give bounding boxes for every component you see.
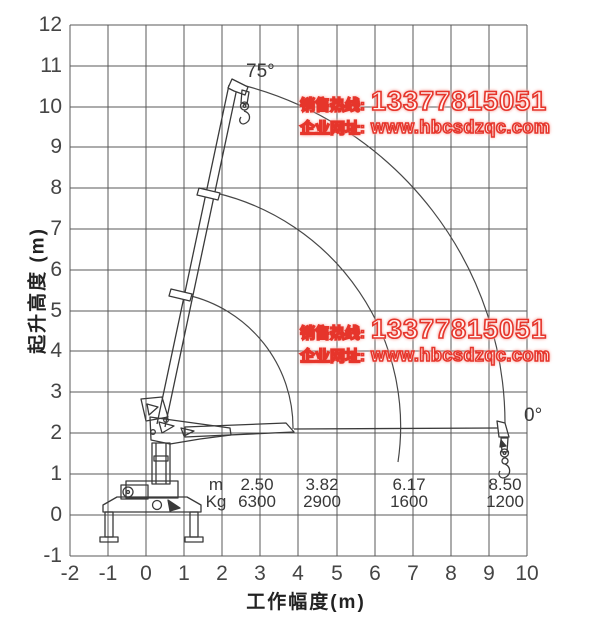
y-tick-label: 0 [50,503,62,526]
x-tick-label: 10 [515,562,539,585]
radius-value: 6.17 [392,475,426,494]
watermark-middle: 销售热线: 13377815051 企业网址: www.hbcsdzqc.com [299,313,551,366]
x-tick-label: 2 [216,562,228,585]
x-tick-label: -1 [98,562,118,585]
capacity-value: 1600 [390,492,428,511]
hook-upper [239,89,251,125]
pedestal-column [151,442,171,485]
y-tick-label: 5 [50,299,62,322]
y-tick-label: 7 [50,217,62,240]
x-tick-label: 9 [483,562,495,585]
hotline-label: 销售热线: [299,96,366,115]
y-tick-label: 11 [40,54,62,77]
capacity-value: 1200 [486,492,524,511]
radius-value: 3.82 [305,475,339,494]
boom-tip-arcs [186,85,506,463]
radius-value: 2.50 [240,475,274,494]
x-tick-label: 3 [254,562,266,585]
capacity-unit-label: Kg [205,492,227,511]
y-tick-label: 3 [50,380,62,403]
website-url: www.hbcsdzqc.com [370,116,551,138]
y-tick-label: 2 [50,421,62,444]
y-tick-label: 12 [38,13,62,36]
grid-lines [69,24,528,557]
boom-0deg [184,420,510,438]
y-tick-label: 4 [50,339,62,362]
arc-6.17m [215,192,402,463]
max-angle-label: 75° [246,61,275,82]
y-tick-label: 6 [50,258,62,281]
turret [140,396,232,445]
boom-75deg [156,78,249,428]
website-url: www.hbcsdzqc.com [370,344,551,366]
arc-8.50m [245,85,506,424]
watermark-top: 销售热线: 13377815051 企业网址: www.hbcsdzqc.com [299,85,551,138]
capacity-value: 2900 [303,492,341,511]
x-tick-label: 1 [178,562,190,585]
y-tick-label: -1 [43,544,62,567]
y-tick-label: 1 [50,462,62,485]
x-axis-title: 工作幅度(m) [246,592,366,613]
x-tick-label: -2 [60,562,80,585]
hook-lower [498,437,511,479]
outrigger-base [99,480,204,543]
arc-3.82m [186,294,294,430]
x-tick-label: 7 [407,562,419,585]
x-tick-label: 4 [292,562,304,585]
y-axis-title: 起升高度 (m) [27,227,49,354]
x-tick-label: 6 [369,562,381,585]
y-tick-label: 10 [38,95,62,118]
capacity-value: 6300 [238,492,276,511]
hotline-label: 销售热线: [299,324,366,343]
crane-drawing [99,78,511,543]
x-tick-label: 5 [331,562,343,585]
website-label: 企业网址: [299,119,366,138]
website-label: 企业网址: [299,347,366,366]
y-tick-label: 8 [50,176,62,199]
hotline-phone: 13377815051 [370,313,548,345]
y-tick-label: 9 [50,135,62,158]
x-tick-label: 8 [445,562,457,585]
radius-value: 8.50 [488,475,522,494]
radius-unit-label: m [208,475,224,494]
min-angle-label: 0° [524,405,543,426]
hotline-phone: 13377815051 [370,85,548,117]
x-tick-label: 0 [140,562,152,585]
